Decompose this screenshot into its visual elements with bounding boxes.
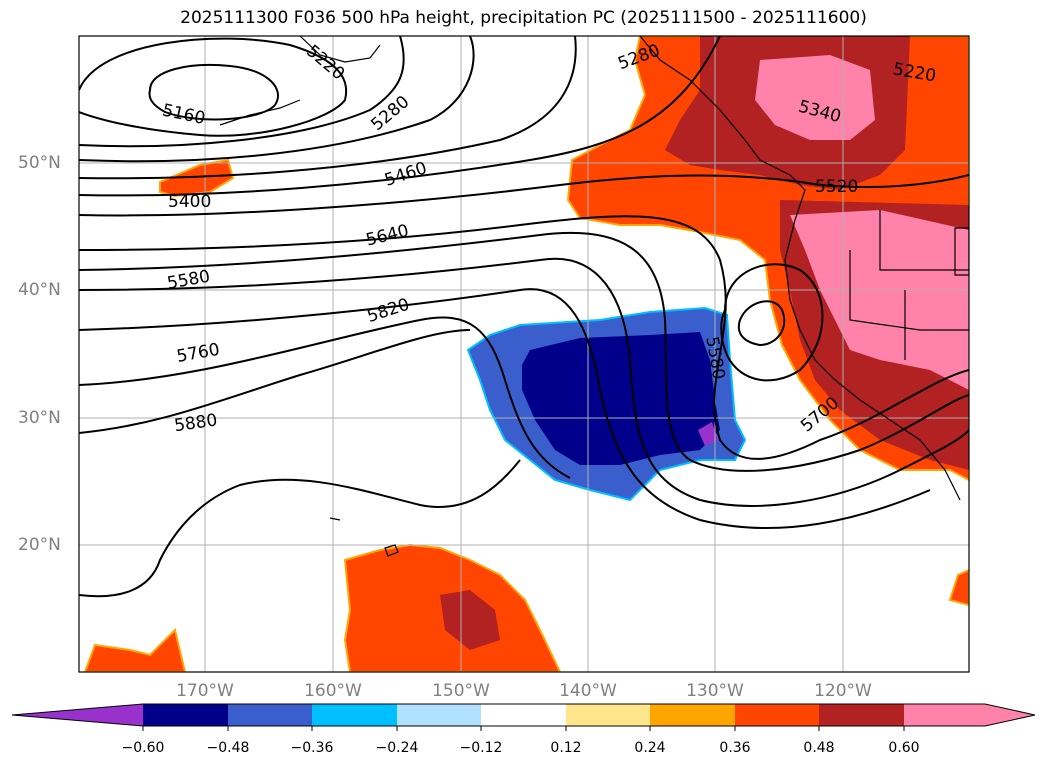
colorbar bbox=[11, 703, 1036, 731]
colorbar-swatch bbox=[228, 704, 312, 726]
contour-label: 5520 bbox=[815, 177, 858, 197]
colorbar-swatch bbox=[566, 704, 650, 726]
colorbar-tick-label: 0.60 bbox=[888, 740, 920, 756]
lon-label: 170°W bbox=[176, 681, 234, 701]
contour-5340-west bbox=[79, 36, 475, 163]
colorbar-swatch bbox=[481, 704, 566, 726]
contour-loop-east bbox=[720, 263, 824, 382]
contour-5760 bbox=[79, 288, 931, 529]
contour-5460 bbox=[79, 36, 721, 197]
contour-5580-north bbox=[79, 215, 969, 460]
lat-label: 50°N bbox=[18, 153, 61, 173]
precip-negative-darkest bbox=[522, 332, 720, 465]
colorbar-tick-label: 0.12 bbox=[550, 740, 582, 756]
precip-fill-layer bbox=[79, 36, 969, 672]
lon-label: 150°W bbox=[432, 681, 490, 701]
contour-5400 bbox=[79, 36, 577, 180]
lon-label: 120°W bbox=[814, 681, 872, 701]
contour-5220-west bbox=[79, 37, 348, 137]
colorbar-swatch bbox=[819, 704, 904, 726]
lon-label: 160°W bbox=[304, 681, 362, 701]
lon-label: 140°W bbox=[559, 681, 617, 701]
contour-5820 bbox=[79, 316, 571, 479]
contour-5880 bbox=[79, 329, 471, 434]
contour-5640 bbox=[79, 231, 969, 472]
precip-negative-purple-spot bbox=[698, 422, 718, 446]
contour-5520 bbox=[79, 174, 969, 217]
colorbar-tick-label: 0.24 bbox=[634, 740, 666, 756]
contour-5700 bbox=[79, 257, 969, 507]
map-title: 2025111300 F036 500 hPa height, precipit… bbox=[180, 8, 867, 28]
precip-positive-pink-north bbox=[755, 55, 875, 140]
colorbar-tick-label: −0.48 bbox=[206, 740, 250, 756]
colorbar-tick-label: −0.36 bbox=[290, 740, 334, 756]
lat-label: 30°N bbox=[18, 408, 61, 428]
colorbar-tick-label: 0.48 bbox=[803, 740, 835, 756]
map-frame bbox=[78, 35, 970, 673]
contour-5280-west bbox=[79, 36, 405, 148]
colorbar-extend-min bbox=[12, 704, 143, 726]
colorbar-tick-label: −0.60 bbox=[121, 740, 165, 756]
colorbar-swatch bbox=[143, 704, 228, 726]
contour-5880-south bbox=[79, 459, 521, 598]
colorbar-tick-label: 0.36 bbox=[719, 740, 751, 756]
lat-label: 20°N bbox=[18, 535, 61, 555]
contour-label: 5400 bbox=[168, 192, 211, 212]
height-contours bbox=[79, 36, 969, 598]
precip-positive-south-dark bbox=[440, 590, 500, 650]
precip-positive-southeast bbox=[948, 568, 969, 607]
colorbar-swatch bbox=[650, 704, 735, 726]
lat-label: 40°N bbox=[18, 280, 61, 300]
colorbar-swatch bbox=[312, 704, 397, 726]
colorbar-swatch bbox=[397, 704, 481, 726]
colorbar-tick-label: −0.24 bbox=[375, 740, 419, 756]
contour-closed-small bbox=[737, 300, 786, 347]
colorbar-extend-max bbox=[904, 704, 1035, 726]
precip-positive-pink-coast bbox=[790, 210, 969, 390]
colorbar-swatch bbox=[735, 704, 819, 726]
colorbar-tick-label: −0.12 bbox=[459, 740, 503, 756]
contour-low-center bbox=[148, 64, 279, 121]
precip-positive-southwest bbox=[83, 628, 187, 672]
lon-label: 130°W bbox=[686, 681, 744, 701]
